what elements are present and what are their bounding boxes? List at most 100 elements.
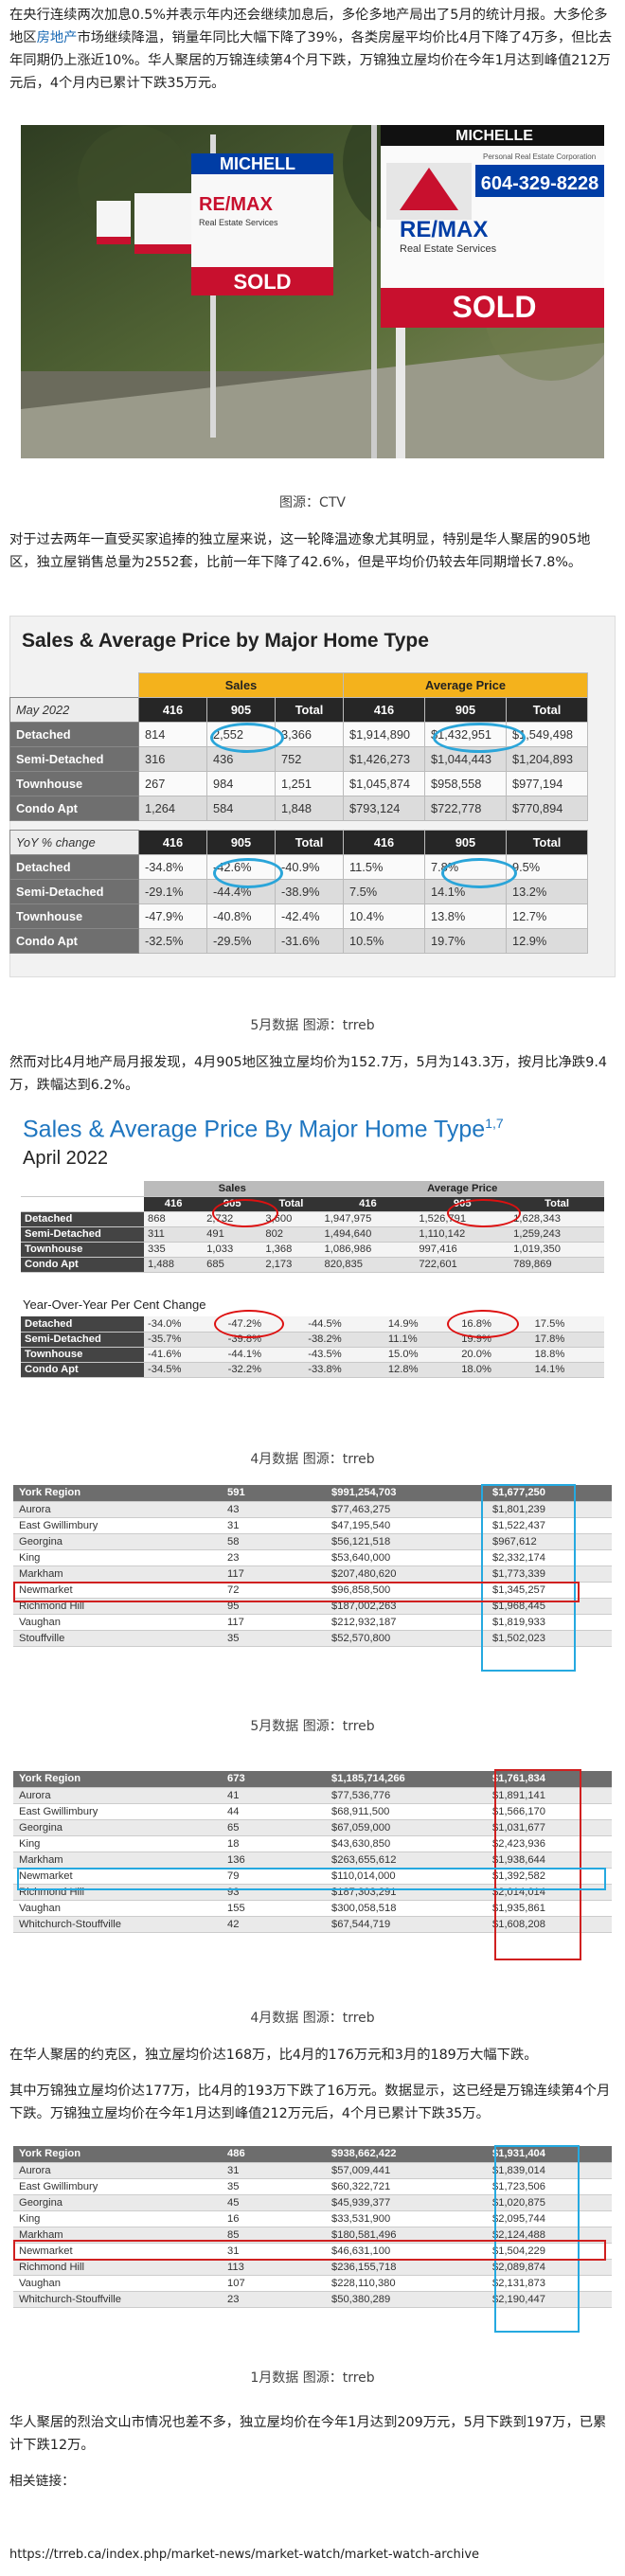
cell: $1,045,874 — [343, 771, 425, 796]
cell: -29.5% — [206, 928, 276, 954]
row-label: Detached — [21, 1211, 144, 1227]
cell: $2,095,744 — [487, 2210, 612, 2227]
april-subtitle: April 2022 — [23, 1148, 109, 1169]
cell: $2,190,447 — [487, 2291, 612, 2308]
cell: Stouffville — [13, 1630, 222, 1647]
cell: 997,416 — [415, 1242, 510, 1258]
cell: Newmarket — [13, 2243, 222, 2260]
cell: 18 — [222, 1835, 326, 1852]
cell: East Gwillimbury — [13, 2178, 222, 2195]
cell: $1,914,890 — [343, 722, 425, 747]
cell: 685 — [203, 1257, 262, 1273]
cell: 17.5% — [530, 1316, 604, 1333]
cell: 79 — [222, 1868, 326, 1885]
period-label: May 2022 — [9, 697, 139, 723]
row-label: Condo Apt — [9, 928, 139, 954]
cell: $43,630,850 — [326, 1835, 487, 1852]
cell: 267 — [138, 771, 207, 796]
cell: $967,612 — [487, 1533, 612, 1550]
cell: $180,581,496 — [326, 2227, 487, 2244]
table-row: Markham 117 $207,480,620 $1,773,339 — [13, 1565, 612, 1583]
table-row: Whitchurch-Stouffville 23 $50,380,289 $2,19… — [13, 2291, 612, 2308]
cell: $1,504,229 — [487, 2243, 612, 2260]
cell: $47,195,540 — [326, 1517, 487, 1534]
cell: $770,894 — [506, 796, 588, 821]
cell: -32.5% — [138, 928, 207, 954]
cell: York Region — [13, 1485, 222, 1502]
cell: $977,194 — [506, 771, 588, 796]
table-row: East Gwillimbury 35 $60,322,721 $1,723,506 — [13, 2178, 612, 2195]
cell: 486 — [222, 2146, 326, 2163]
cell: $53,640,000 — [326, 1549, 487, 1566]
cell: 1,368 — [261, 1242, 321, 1258]
related-links-label: 相关链接： — [9, 2474, 75, 2489]
cell: Whitchurch-Stouffville — [13, 2291, 222, 2308]
highlight-oval — [212, 1199, 278, 1227]
highlight-oval — [214, 1310, 284, 1338]
cell: 1,848 — [275, 796, 344, 821]
cell: 1,110,142 — [415, 1226, 510, 1243]
cell: East Gwillimbury — [13, 1803, 222, 1820]
real-estate-link[interactable]: 房地产 — [36, 30, 78, 45]
region-total-row: York Region 591 $991,254,703 $1,677,250 — [13, 1485, 612, 1502]
cell: $1,819,933 — [487, 1614, 612, 1631]
cell: 584 — [206, 796, 276, 821]
york-may-table: York Region 591 $991,254,703 $1,677,250 Auro… — [13, 1485, 612, 1647]
cell: -40.9% — [275, 854, 344, 880]
related-url-link[interactable]: https://trreb.ca/index.php/market-news/m… — [9, 2548, 480, 2562]
cell: 23 — [222, 2291, 326, 2308]
cell: 814 — [138, 722, 207, 747]
york-apr-caption: 4月数据 图源：trreb — [250, 2011, 375, 2026]
cell: 7.5% — [343, 879, 425, 904]
cell: Aurora — [13, 1501, 222, 1518]
table-row: Condo Apt -34.5% -32.2% -33.8% 12.8% 18.0% 14.… — [21, 1362, 604, 1378]
cell: 117 — [222, 1565, 326, 1583]
cell: $991,254,703 — [326, 1485, 487, 1502]
table-row: Georgina 45 $45,939,377 $1,020,875 — [13, 2194, 612, 2211]
cell: 85 — [222, 2227, 326, 2244]
cell: 10.5% — [343, 928, 425, 954]
cell: $228,110,380 — [326, 2275, 487, 2292]
sign1-brand: RE/MAX — [199, 194, 273, 215]
cell: 311 — [144, 1226, 204, 1243]
april-title-sup: 1,7 — [485, 1116, 504, 1131]
yoy-label: YoY % change — [9, 830, 139, 855]
cell: Markham — [13, 1565, 222, 1583]
col-416: 416 — [343, 830, 425, 855]
cell: 868 — [144, 1211, 204, 1227]
row-label: Townhouse — [21, 1242, 144, 1258]
row-label: Semi-Detached — [21, 1332, 144, 1348]
cell: Aurora — [13, 1787, 222, 1804]
cell: York Region — [13, 1771, 222, 1788]
cell: 316 — [138, 746, 207, 772]
col-905: 905 — [424, 697, 507, 723]
cell: 42 — [222, 1916, 326, 1933]
cell: 10.4% — [343, 903, 425, 929]
cell: -34.0% — [144, 1316, 224, 1333]
highlight-row-box — [13, 2240, 606, 2261]
col-416: 416 — [138, 830, 207, 855]
col-905: 905 — [206, 697, 276, 723]
cell: -34.5% — [144, 1362, 224, 1378]
cell: $56,121,518 — [326, 1533, 487, 1550]
photo-illustration: MICHELL RE/MAX Real Estate Services SOLD… — [21, 125, 604, 458]
cell: Vaughan — [13, 2275, 222, 2292]
cell: 1,264 — [138, 796, 207, 821]
cell: $1,801,239 — [487, 1501, 612, 1518]
cell: 72 — [222, 1582, 326, 1599]
cell: $2,131,873 — [487, 2275, 612, 2292]
april-yoy-table: Detached -34.0% -47.2% -44.5% 14.9% 16.8% 17.5… — [21, 1316, 604, 1378]
cell: $77,536,776 — [326, 1787, 487, 1804]
cell: 35 — [222, 2178, 326, 2195]
cell: 18.0% — [457, 1362, 531, 1378]
cell: 1,251 — [275, 771, 344, 796]
table-row: Georgina 58 $56,121,518 $967,612 — [13, 1533, 612, 1550]
cell: 1,086,986 — [320, 1242, 416, 1258]
cell: $67,544,719 — [326, 1916, 487, 1933]
cell: 41 — [222, 1787, 326, 1804]
cell: 155 — [222, 1900, 326, 1917]
cell: -32.2% — [223, 1362, 305, 1378]
cell: 12.9% — [506, 928, 588, 954]
cell: 14.9% — [384, 1316, 458, 1333]
group-sales: Sales — [138, 672, 344, 698]
